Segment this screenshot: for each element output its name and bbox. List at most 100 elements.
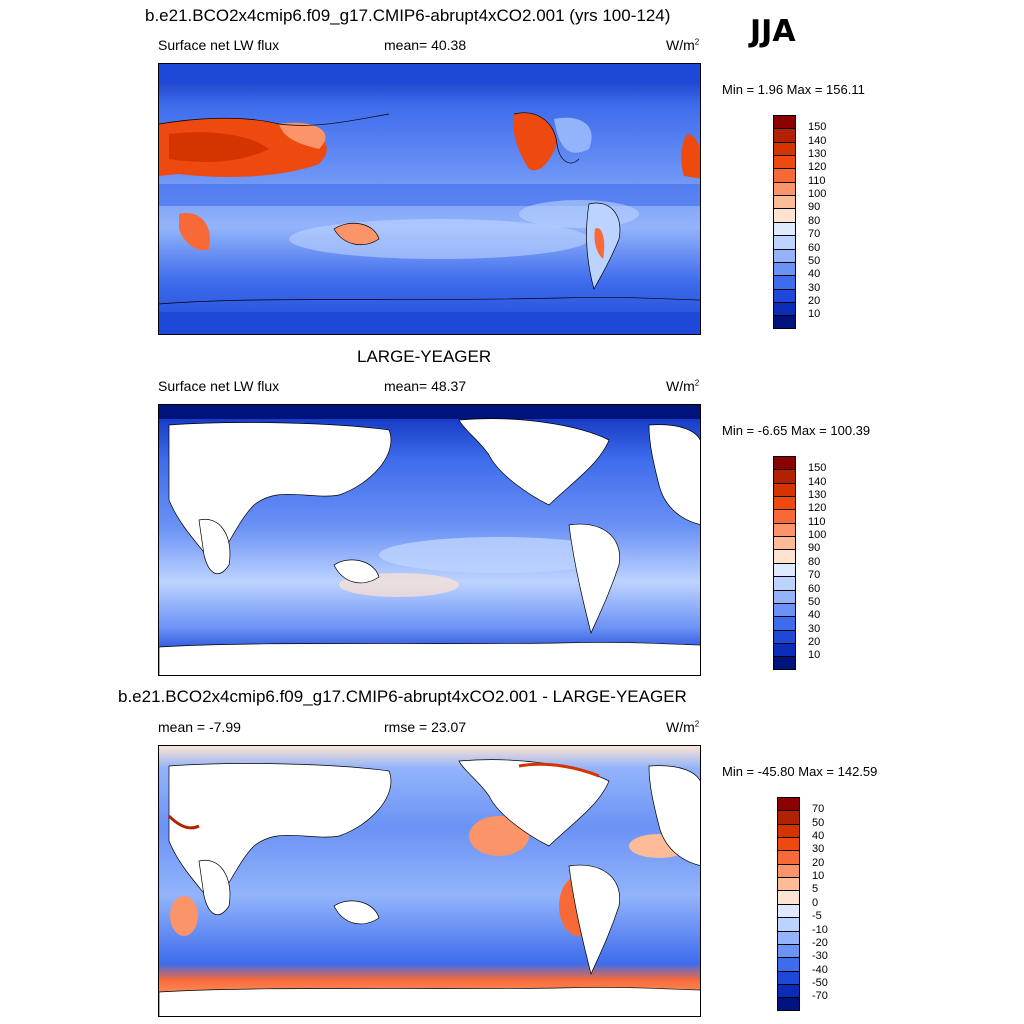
panel1-colorbar-swatch	[773, 195, 796, 209]
panel3-colorbar-label: 30	[812, 843, 825, 856]
panel1-colorbar-swatch	[773, 128, 796, 143]
panel3-colorbar: 70 50 40 30 20 10 5 0 -5 -10 -20 -30 -40 -50 -70	[777, 797, 857, 1012]
panel3-colorbar-label: -40	[812, 963, 828, 976]
panel2-colorbar-swatch	[773, 536, 796, 550]
panel1-units: W/m2	[666, 37, 700, 53]
panel1-colorbar-label: 20	[808, 294, 821, 307]
panel1-colorbar-label: 50	[808, 254, 821, 267]
panel1-colorbar-swatch	[773, 235, 796, 249]
panel3-colorbar-swatch	[777, 957, 800, 972]
panel2-colorbar-swatch	[773, 602, 796, 617]
panel2-colorbar-label: 80	[808, 555, 821, 568]
panel3-map	[158, 745, 701, 1017]
panel2-colorbar-label: 140	[808, 475, 827, 488]
panel3-colorbar-swatch	[777, 903, 800, 918]
panel3-colorbar-label: 0	[812, 896, 819, 909]
panel2-colorbar-label: 30	[808, 622, 821, 635]
panel2-colorbar-swatch	[773, 576, 796, 590]
panel3-colorbar-label: 10	[812, 870, 825, 883]
panel2-units: W/m2	[666, 378, 700, 394]
panel1-colorbar-swatch	[773, 315, 796, 330]
panel3-minmax: Min = -45.80 Max = 142.59	[722, 764, 878, 779]
panel1-colorbar: 150 140 130 120 110 100 90 80 70 60 50 40 30 20 10	[773, 115, 853, 330]
panel2-colorbar-swatch	[773, 496, 796, 510]
panel2-colorbar-swatch	[773, 562, 796, 577]
panel2-minmax: Min = -6.65 Max = 100.39	[722, 423, 871, 438]
panel2-colorbar-swatch	[773, 509, 796, 524]
panel1-colorbar-label: 70	[808, 228, 821, 241]
panel2-colorbar-label: 150	[808, 462, 827, 475]
panel2-colorbar-label: 70	[808, 569, 821, 582]
panel3-colorbar-swatch	[777, 810, 800, 825]
panel3-colorbar-swatch	[777, 797, 800, 811]
panel1-colorbar-label: 80	[808, 214, 821, 227]
panel1-colorbar-label: 40	[808, 268, 821, 281]
panel2-variable: Surface net LW flux	[158, 378, 280, 394]
panel2-colorbar-swatch	[773, 616, 796, 631]
panel2-colorbar-swatch	[773, 456, 796, 470]
panel3-mean: mean = -7.99	[158, 719, 241, 735]
panel1-map	[158, 63, 701, 335]
panel3-rmse: rmse = 23.07	[384, 719, 467, 735]
panel3-colorbar-swatch	[777, 877, 800, 891]
panel2-colorbar-swatch	[773, 482, 796, 497]
panel1-colorbar-label: 120	[808, 161, 827, 174]
panel2-colorbar-label: 20	[808, 635, 821, 648]
panel1-minmax: Min = 1.96 Max = 156.11	[722, 82, 865, 97]
panel3-colorbar-swatch	[777, 970, 800, 985]
panel3-colorbar-label: 20	[812, 856, 825, 869]
season-label: JJA	[750, 14, 796, 49]
panel2-colorbar-label: 10	[808, 649, 821, 662]
panel1-colorbar-swatch	[773, 168, 796, 183]
panel2-colorbar-label: 90	[808, 542, 821, 555]
panel1-colorbar-swatch	[773, 141, 796, 156]
panel1-map-svg	[159, 64, 700, 334]
panel3-colorbar-label: -50	[812, 976, 828, 989]
panel2-colorbar-swatch	[773, 656, 796, 671]
panel1-colorbar-label: 140	[808, 134, 827, 147]
panel3-colorbar-label: 40	[812, 830, 825, 843]
panel3-colorbar-label: -5	[812, 910, 822, 923]
panel1-colorbar-label: 90	[808, 201, 821, 214]
panel1-colorbar-swatch	[773, 288, 796, 303]
panel2-mean: mean= 48.37	[384, 378, 467, 394]
panel3-colorbar-swatch	[777, 837, 800, 851]
panel3-colorbar-swatch	[777, 850, 800, 865]
panel3-colorbar-label: 70	[812, 803, 825, 816]
panel3-colorbar-label: -10	[812, 923, 828, 936]
panel1-variable: Surface net LW flux	[158, 37, 280, 53]
panel2-colorbar-label: 60	[808, 582, 821, 595]
panel1-colorbar-swatch	[773, 248, 796, 263]
panel2-title: LARGE-YEAGER	[357, 347, 492, 366]
panel3-colorbar-swatch	[777, 890, 800, 905]
panel2-colorbar-label: 130	[808, 489, 827, 502]
panel3-colorbar-swatch	[777, 997, 800, 1012]
panel1-colorbar-label: 10	[808, 308, 821, 321]
panel2-colorbar-label: 110	[808, 515, 826, 528]
panel3-map-svg	[159, 746, 700, 1016]
panel3-colorbar-swatch	[777, 823, 800, 838]
panel1-colorbar-label: 150	[808, 121, 827, 134]
panel3-colorbar-swatch	[777, 983, 800, 998]
panel3-title: b.e21.BCO2x4cmip6.f09_g17.CMIP6-abrupt4x…	[118, 687, 687, 706]
panel3-colorbar-swatch	[777, 943, 800, 958]
panel1-colorbar-swatch	[773, 261, 796, 276]
panel3-colorbar-label: -70	[812, 990, 828, 1003]
panel1-colorbar-swatch	[773, 301, 796, 316]
panel1-colorbar-label: 60	[808, 241, 821, 254]
panel1-colorbar-label: 110	[808, 174, 826, 187]
panel1-colorbar-swatch	[773, 208, 796, 223]
panel3-colorbar-swatch	[777, 917, 800, 931]
panel1-colorbar-label: 100	[808, 188, 827, 201]
panel2-colorbar-label: 100	[808, 529, 827, 542]
panel2-colorbar-label: 50	[808, 595, 821, 608]
panel3-colorbar-label: 50	[812, 816, 825, 829]
panel3-colorbar-swatch	[777, 930, 800, 945]
panel2-colorbar-swatch	[773, 522, 796, 537]
panel3-colorbar-label: -30	[812, 950, 828, 963]
panel2-map-svg	[159, 405, 700, 675]
panel3-colorbar-swatch	[777, 863, 800, 878]
panel1-title: b.e21.BCO2x4cmip6.f09_g17.CMIP6-abrupt4x…	[145, 6, 671, 25]
panel2-colorbar-swatch	[773, 629, 796, 644]
panel2-colorbar-swatch	[773, 549, 796, 564]
